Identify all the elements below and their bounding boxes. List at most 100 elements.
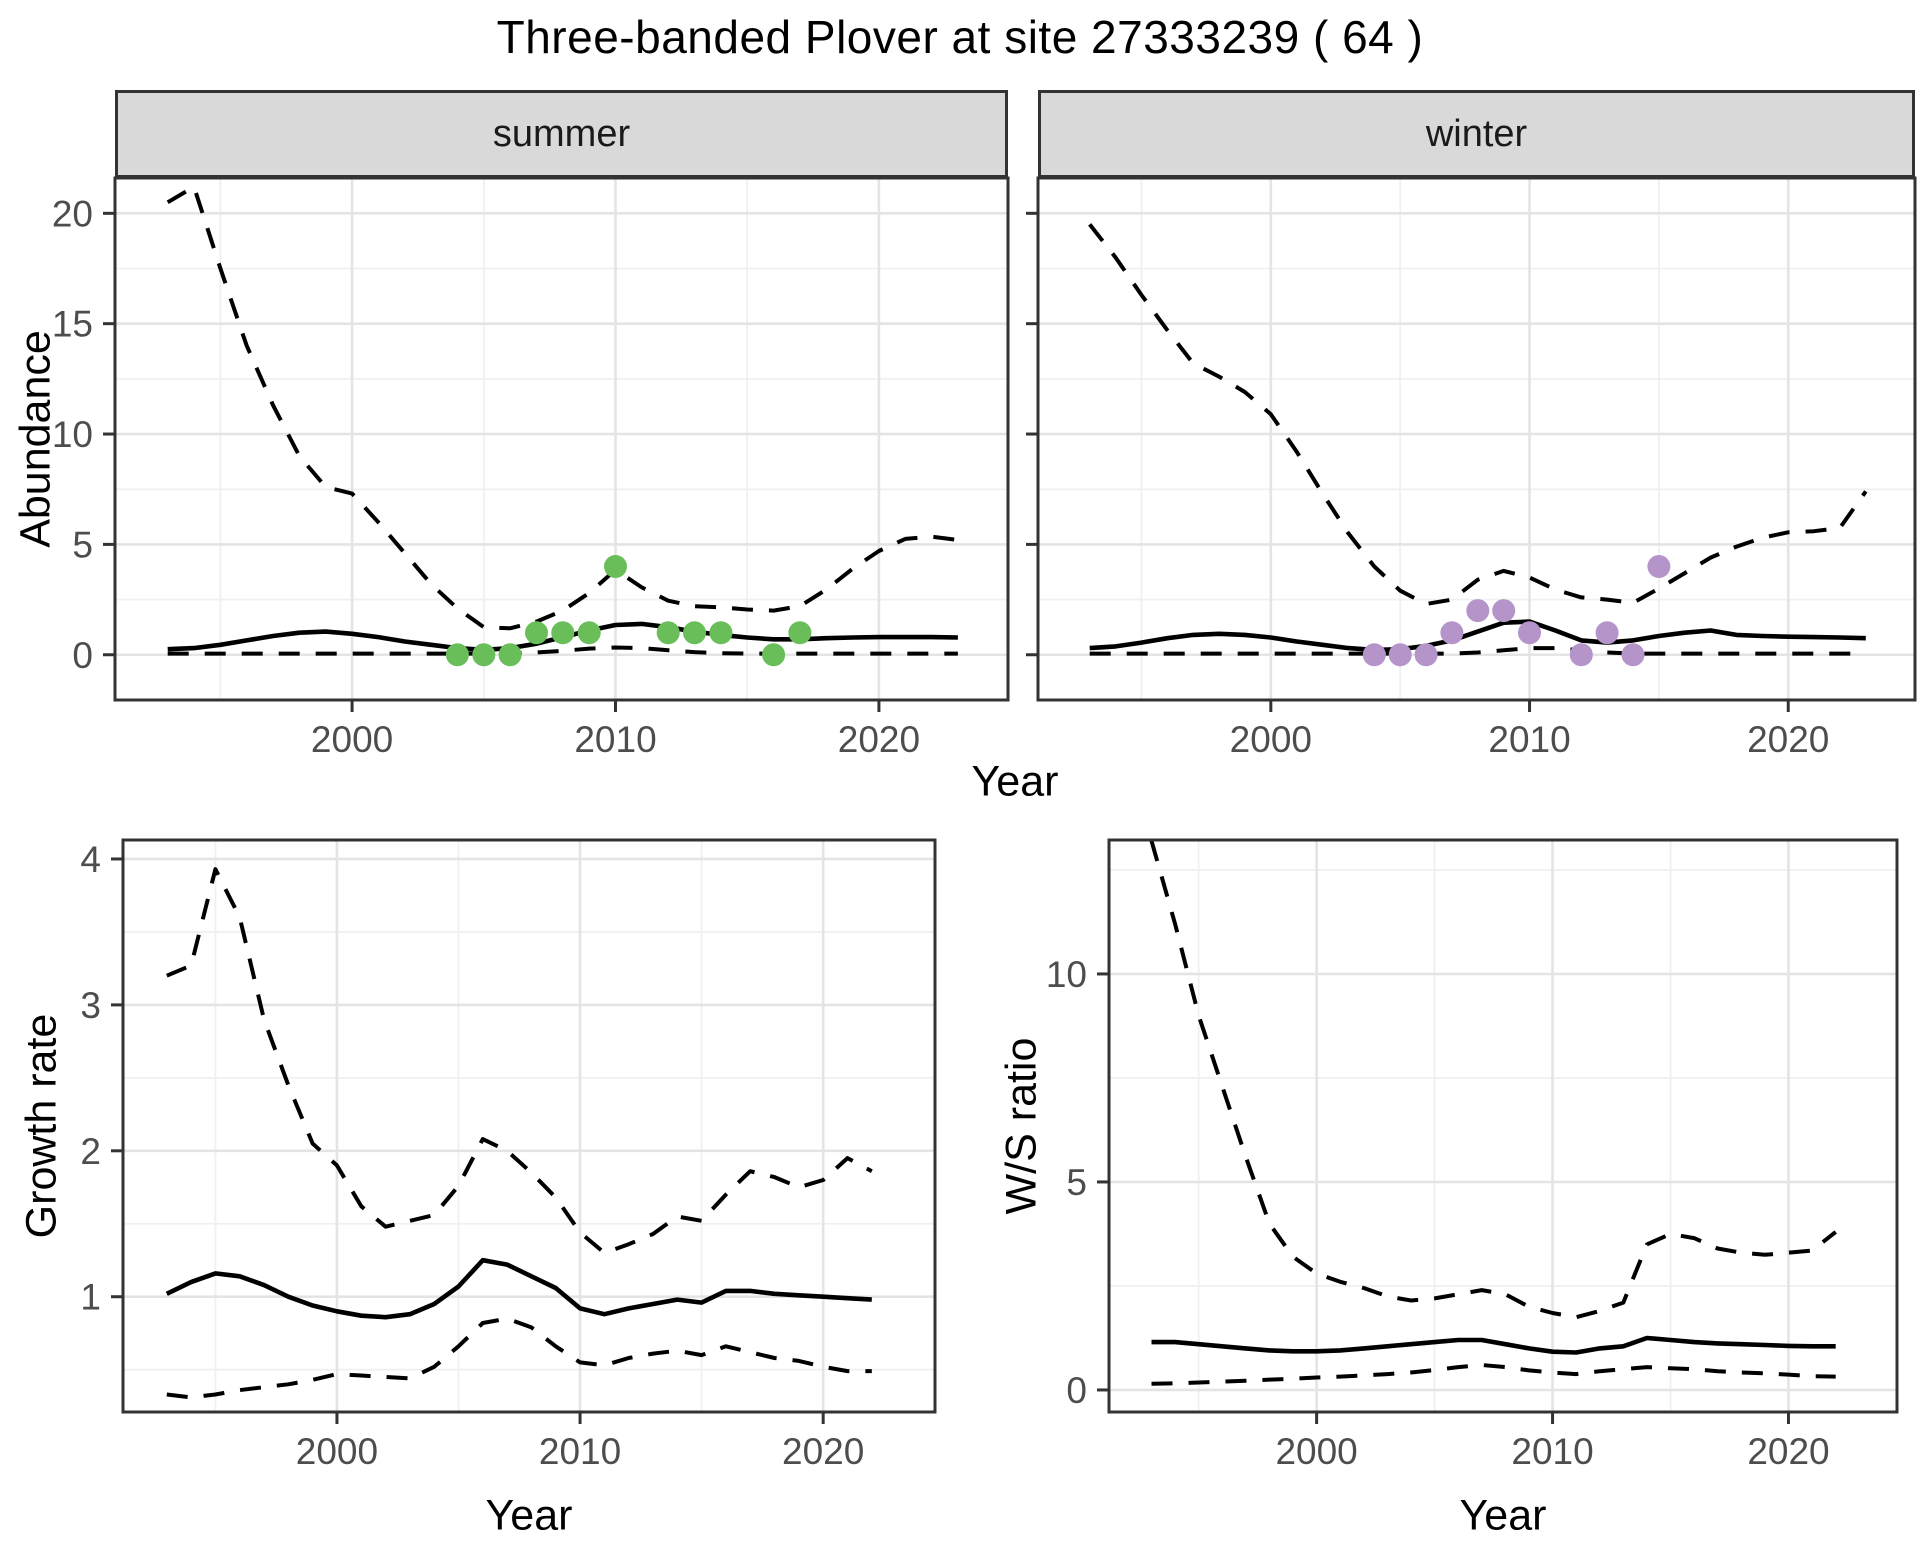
x-tick-label: 2020: [1747, 719, 1829, 760]
x-axis-ticks: 2000 2010 2020: [296, 1412, 864, 1472]
x-tick-label: 2020: [782, 1431, 864, 1472]
x-tick-label: 2020: [838, 719, 920, 760]
y-tick-label: 3: [80, 985, 101, 1026]
observed-point: [1595, 621, 1619, 645]
panel-background: [115, 178, 1008, 700]
observed-point: [551, 621, 575, 645]
x-tick-label: 2010: [574, 719, 656, 760]
grid-minor: [1038, 178, 1915, 700]
x-axis-ticks: 2000 2010 2020: [1275, 1412, 1830, 1472]
observed-point: [1362, 643, 1386, 667]
grid-minor: [1109, 840, 1897, 1412]
observed-point: [1414, 643, 1438, 667]
facet-strip-summer-label: summer: [492, 112, 631, 155]
x-tick-label: 2010: [1511, 1431, 1593, 1472]
observed-point: [604, 555, 627, 578]
lower_95ci-line: [166, 1316, 872, 1400]
x-axis-ticks: 2000 2010 2020: [1230, 700, 1829, 760]
y-tick-label: 1: [80, 1277, 101, 1318]
y-tick-label: 10: [52, 414, 93, 455]
y-axis-ticks: [1026, 211, 1038, 657]
panel-ws-ratio: 2000 2010 2020 0 5 10: [1046, 838, 1899, 1472]
x-tick-label: 2010: [539, 1431, 621, 1472]
y-axis-ticks: 1 2 3 4: [80, 839, 123, 1318]
panel-abundance-summer: 2000 2010 2020 0 5 10 15 20: [52, 176, 1010, 760]
observed-point: [1569, 643, 1593, 667]
x-tick-label: 2020: [1747, 1431, 1829, 1472]
lower_95ci-line: [1089, 646, 1866, 656]
y-tick-label: 5: [72, 524, 93, 565]
grid-minor: [123, 840, 935, 1412]
observed-point: [1466, 599, 1490, 623]
y-tick-label: 15: [52, 304, 93, 345]
observed-point: [577, 621, 601, 645]
grid-minor: [115, 178, 1008, 700]
y-axis-title-abundance: Abundance: [11, 330, 60, 548]
panel-background: [123, 840, 935, 1412]
x-axis-ticks: 2000 2010 2020: [311, 700, 920, 760]
panel-border: [1107, 838, 1899, 1414]
x-tick-label: 2000: [1230, 719, 1312, 760]
grid-major: [1038, 178, 1915, 700]
y-tick-label: 20: [52, 193, 93, 234]
lower_95ci-line: [1151, 1363, 1836, 1386]
facet-strip-winter-label: winter: [1425, 112, 1528, 155]
observed-points: [1362, 555, 1671, 667]
panel-background: [1109, 840, 1897, 1412]
x-axis-title-year-ws: Year: [1459, 1491, 1547, 1540]
observed-point: [788, 621, 812, 645]
median-line: [1151, 1335, 1836, 1355]
observed-points: [445, 555, 812, 667]
observed-point: [472, 643, 496, 667]
x-axis-title-year-growth: Year: [485, 1491, 573, 1540]
observed-point: [445, 643, 469, 667]
observed-point: [709, 621, 733, 645]
observed-point: [525, 621, 548, 645]
y-axis-ticks: 0 5 10: [1046, 954, 1109, 1411]
series-lines: [1088, 223, 1868, 656]
series-lines: [1149, 840, 1837, 1386]
y-axis-title-growth-rate: Growth rate: [17, 1013, 66, 1239]
panel-border: [1036, 176, 1917, 702]
y-axis-ticks: 0 5 10 15 20: [52, 193, 115, 676]
panel-border: [113, 176, 1010, 702]
series-lines: [165, 867, 873, 1400]
observed-point: [1388, 643, 1412, 667]
y-tick-label: 10: [1046, 954, 1087, 995]
observed-point: [1518, 621, 1541, 645]
median-line: [165, 1257, 872, 1320]
chart-title: Three-banded Plover at site 27333239 ( 6…: [496, 11, 1424, 63]
panel-abundance-winter: 2000 2010 2020: [1026, 176, 1917, 760]
y-tick-label: 2: [80, 1131, 101, 1172]
x-tick-label: 2010: [1488, 719, 1570, 760]
observed-point: [1621, 643, 1645, 667]
y-tick-label: 4: [80, 839, 101, 880]
y-tick-label: 0: [1066, 1370, 1087, 1411]
observed-point: [656, 621, 680, 645]
grid-major: [115, 178, 1008, 700]
observed-point: [762, 643, 786, 667]
y-tick-label: 5: [1066, 1162, 1087, 1203]
observed-point: [498, 643, 522, 667]
facet-strip-winter: winter: [1038, 90, 1915, 178]
panel-growth-rate: 2000 2010 2020 1 2 3 4: [80, 838, 937, 1472]
y-axis-title-ws-ratio: W/S ratio: [997, 1037, 1046, 1215]
median-line: [1089, 619, 1866, 653]
x-tick-label: 2000: [311, 719, 393, 760]
upper_95ci-line: [1088, 223, 1868, 606]
x-tick-label: 2000: [1275, 1431, 1357, 1472]
facet-strip-summer: summer: [115, 90, 1008, 178]
x-tick-label: 2000: [296, 1431, 378, 1472]
lower_95ci-line: [167, 645, 958, 656]
upper_95ci-line: [166, 867, 873, 1255]
observed-point: [1492, 599, 1516, 623]
panel-border: [121, 838, 937, 1414]
grid-major: [1109, 840, 1897, 1412]
observed-point: [1647, 555, 1671, 578]
observed-point: [683, 621, 706, 645]
observed-point: [1440, 621, 1464, 645]
x-axis-title-year-top: Year: [971, 757, 1059, 806]
upper_95ci-line: [1149, 840, 1837, 1320]
